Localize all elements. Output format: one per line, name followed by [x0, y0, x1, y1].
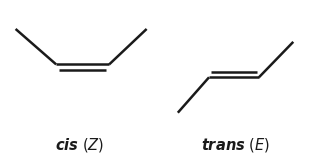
Text: $\bfit{trans}$ $(E)$: $\bfit{trans}$ $(E)$: [201, 136, 270, 154]
Text: $\bfit{cis}$ $(Z)$: $\bfit{cis}$ $(Z)$: [55, 136, 104, 154]
